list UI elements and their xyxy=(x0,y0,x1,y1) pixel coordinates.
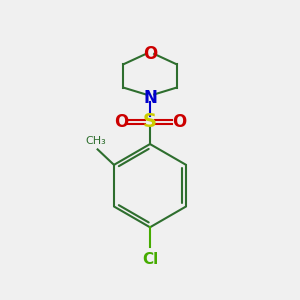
Text: Cl: Cl xyxy=(142,252,158,267)
Text: CH₃: CH₃ xyxy=(86,136,106,146)
Text: O: O xyxy=(114,113,128,131)
Text: O: O xyxy=(143,45,157,63)
Text: O: O xyxy=(172,113,186,131)
Text: N: N xyxy=(143,89,157,107)
Text: S: S xyxy=(143,112,157,131)
